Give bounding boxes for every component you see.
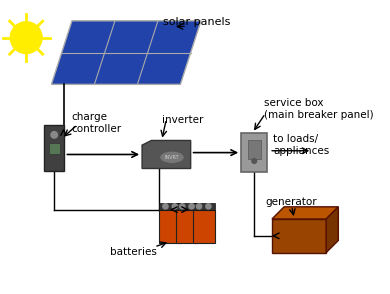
Polygon shape <box>326 207 339 253</box>
FancyBboxPatch shape <box>44 125 64 171</box>
FancyBboxPatch shape <box>159 203 181 210</box>
Circle shape <box>172 204 177 209</box>
Text: batteries: batteries <box>110 247 157 257</box>
FancyBboxPatch shape <box>193 203 215 210</box>
Polygon shape <box>272 207 339 219</box>
Text: to loads/
appliances: to loads/ appliances <box>273 134 329 156</box>
FancyBboxPatch shape <box>176 203 198 210</box>
Polygon shape <box>51 21 201 84</box>
Circle shape <box>10 22 42 54</box>
FancyBboxPatch shape <box>49 143 60 154</box>
Circle shape <box>252 159 257 163</box>
FancyBboxPatch shape <box>193 210 215 243</box>
Circle shape <box>189 204 194 209</box>
Circle shape <box>51 132 57 138</box>
Text: solar panels: solar panels <box>163 17 230 27</box>
FancyBboxPatch shape <box>248 141 261 159</box>
Text: generator: generator <box>266 196 317 207</box>
Polygon shape <box>142 141 191 168</box>
Circle shape <box>197 204 202 209</box>
FancyBboxPatch shape <box>272 219 326 253</box>
FancyBboxPatch shape <box>159 210 181 243</box>
Circle shape <box>206 204 211 209</box>
FancyBboxPatch shape <box>241 133 267 172</box>
Text: charge
controller: charge controller <box>71 112 121 134</box>
Text: INVRT: INVRT <box>165 155 179 160</box>
FancyBboxPatch shape <box>176 210 198 243</box>
Text: service box
(main breaker panel): service box (main breaker panel) <box>264 98 373 120</box>
Circle shape <box>180 204 185 209</box>
Text: inverter: inverter <box>162 115 203 125</box>
Circle shape <box>163 204 168 209</box>
Ellipse shape <box>160 151 184 163</box>
